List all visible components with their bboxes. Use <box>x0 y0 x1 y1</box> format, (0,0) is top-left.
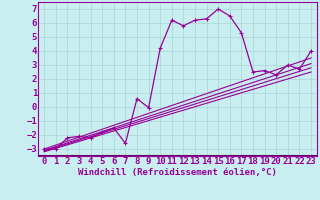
X-axis label: Windchill (Refroidissement éolien,°C): Windchill (Refroidissement éolien,°C) <box>78 168 277 177</box>
